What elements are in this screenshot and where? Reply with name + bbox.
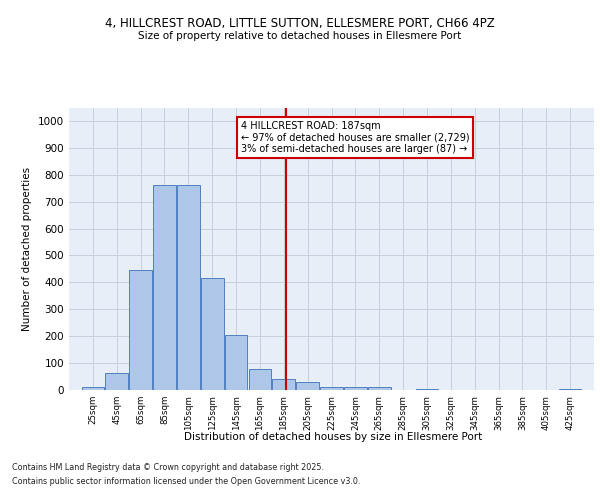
Bar xyxy=(248,369,271,390)
Text: Contains public sector information licensed under the Open Government Licence v3: Contains public sector information licen… xyxy=(12,477,361,486)
Bar xyxy=(106,374,128,390)
Bar xyxy=(559,388,581,390)
Bar xyxy=(416,389,438,390)
Bar xyxy=(296,382,319,390)
Bar xyxy=(82,388,104,390)
Bar xyxy=(225,335,247,390)
Bar xyxy=(201,278,224,390)
Text: 4 HILLCREST ROAD: 187sqm
← 97% of detached houses are smaller (2,729)
3% of semi: 4 HILLCREST ROAD: 187sqm ← 97% of detach… xyxy=(241,121,469,154)
Bar xyxy=(368,387,391,390)
Text: 4, HILLCREST ROAD, LITTLE SUTTON, ELLESMERE PORT, CH66 4PZ: 4, HILLCREST ROAD, LITTLE SUTTON, ELLESM… xyxy=(105,18,495,30)
Y-axis label: Number of detached properties: Number of detached properties xyxy=(22,166,32,331)
Bar xyxy=(320,388,343,390)
Text: Size of property relative to detached houses in Ellesmere Port: Size of property relative to detached ho… xyxy=(139,31,461,41)
Bar xyxy=(272,378,295,390)
Text: Distribution of detached houses by size in Ellesmere Port: Distribution of detached houses by size … xyxy=(184,432,482,442)
Bar xyxy=(177,185,200,390)
Bar xyxy=(153,185,176,390)
Text: Contains HM Land Registry data © Crown copyright and database right 2025.: Contains HM Land Registry data © Crown c… xyxy=(12,464,324,472)
Bar xyxy=(129,270,152,390)
Bar xyxy=(344,388,367,390)
